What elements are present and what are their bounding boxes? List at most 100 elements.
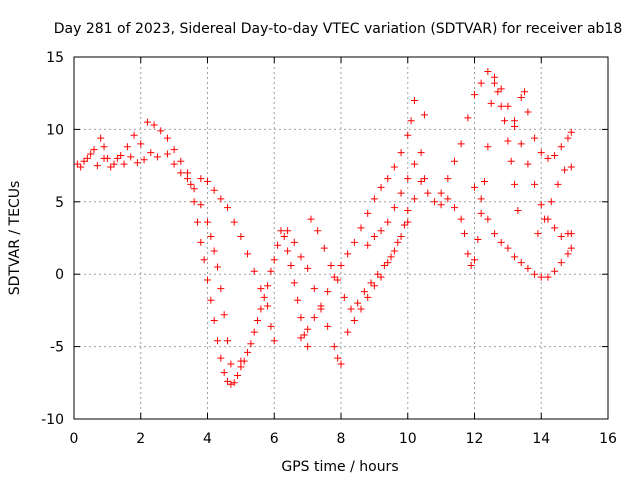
data-point: [270, 337, 278, 345]
data-point: [377, 273, 385, 281]
x-tick-labels: 0 2 4 6 8 10 12 14 16: [70, 431, 617, 447]
data-point: [397, 149, 405, 157]
data-point: [344, 328, 352, 336]
data-point: [187, 180, 195, 188]
x-tick-label: 2: [136, 431, 145, 447]
data-point: [230, 218, 238, 226]
data-point: [257, 285, 265, 293]
axis-ticks: [73, 56, 609, 420]
data-point: [551, 224, 559, 232]
data-point: [220, 311, 228, 319]
data-point: [504, 137, 512, 145]
data-point: [210, 247, 218, 255]
data-point: [397, 189, 405, 197]
series-trace-9: [364, 111, 428, 249]
data-point: [330, 343, 338, 351]
data-point: [297, 253, 305, 261]
data-point: [137, 140, 145, 148]
data-point: [444, 175, 452, 183]
data-point: [450, 157, 458, 165]
data-point: [217, 285, 225, 293]
data-point: [450, 204, 458, 212]
data-point: [147, 149, 155, 157]
data-point: [390, 247, 398, 255]
data-point: [210, 186, 218, 194]
data-point: [551, 267, 559, 275]
series-trace-4: [237, 227, 312, 371]
data-point: [230, 379, 238, 387]
data-point: [557, 259, 565, 267]
data-point: [320, 244, 328, 252]
data-point: [567, 230, 575, 238]
data-point: [260, 293, 268, 301]
data-point: [340, 293, 348, 301]
data-point: [420, 111, 428, 119]
data-point: [307, 215, 315, 223]
data-point: [127, 153, 135, 161]
data-point: [410, 160, 418, 168]
data-point: [417, 178, 425, 186]
data-point: [370, 233, 378, 241]
data-point: [424, 189, 432, 197]
data-point: [297, 314, 305, 322]
data-point: [224, 377, 232, 385]
data-point: [364, 209, 372, 217]
data-point: [120, 160, 128, 168]
data-point: [390, 204, 398, 212]
data-point: [410, 195, 418, 203]
data-point: [294, 296, 302, 304]
data-point: [190, 198, 198, 206]
data-point: [501, 117, 509, 125]
data-point: [400, 221, 408, 229]
data-point: [531, 270, 539, 278]
data-point: [484, 67, 492, 75]
data-point: [507, 157, 515, 165]
data-point: [514, 206, 522, 214]
data-point: [347, 305, 355, 313]
data-point: [364, 241, 372, 249]
series-trace-2: [77, 118, 235, 388]
x-tick-label: 8: [337, 431, 346, 447]
x-tick-label: 4: [203, 431, 212, 447]
data-point: [357, 305, 365, 313]
data-point: [404, 206, 412, 214]
data-point: [304, 343, 312, 351]
data-point: [207, 233, 215, 241]
data-point: [210, 317, 218, 325]
data-point: [491, 230, 499, 238]
data-point: [364, 293, 372, 301]
data-point: [193, 218, 201, 226]
data-point: [471, 183, 478, 191]
data-point: [504, 102, 512, 110]
data-point: [227, 360, 235, 368]
y-tick-label: 10: [46, 122, 64, 138]
data-point: [497, 102, 505, 110]
data-point: [397, 233, 405, 241]
data-point: [344, 250, 352, 258]
data-point: [197, 238, 205, 246]
data-point: [437, 189, 445, 197]
data-point: [551, 151, 559, 159]
data-point: [511, 180, 519, 188]
data-point: [100, 143, 108, 151]
data-point: [481, 178, 489, 186]
data-point: [521, 88, 529, 96]
data-point: [457, 215, 465, 223]
data-point: [417, 149, 425, 157]
data-point: [471, 256, 478, 264]
data-point: [304, 325, 312, 333]
data-point: [300, 331, 308, 339]
data-point: [200, 256, 208, 264]
data-point: [204, 218, 211, 226]
x-tick-label: 14: [532, 431, 550, 447]
y-tick-labels: -10 -5 0 5 10 15: [41, 50, 64, 428]
data-point: [117, 151, 125, 159]
data-point: [157, 127, 165, 135]
data-point: [541, 215, 549, 223]
data-point: [170, 146, 178, 154]
data-point: [350, 317, 358, 325]
data-point: [330, 273, 338, 281]
data-point: [444, 195, 452, 203]
data-point: [390, 163, 398, 171]
series-trace-14: [534, 163, 575, 238]
